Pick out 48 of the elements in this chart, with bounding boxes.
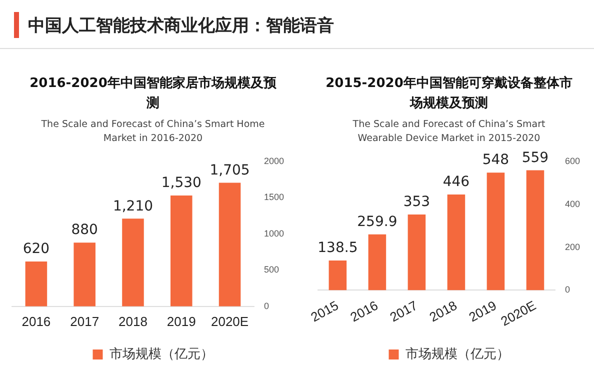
- chart-title: 2015-2020年中国智能可穿戴设备整体市场规模及预测: [324, 74, 574, 113]
- bar: [486, 172, 505, 290]
- x-tick-label: 2019: [166, 314, 196, 329]
- bar: [368, 234, 386, 290]
- x-tick-label: 2020E: [210, 314, 249, 329]
- x-tick-label: 2016: [348, 298, 380, 325]
- data-label: 1,210: [112, 198, 154, 214]
- data-label: 138.5: [318, 240, 358, 256]
- y-tick-label: 1500: [264, 192, 284, 202]
- bar: [25, 261, 48, 306]
- x-tick-label: 2019: [466, 298, 499, 325]
- y-tick-label: 0: [564, 284, 570, 295]
- y-tick-label: 600: [564, 156, 580, 166]
- bar: [328, 260, 347, 290]
- y-tick-label: 0: [264, 300, 269, 311]
- data-label: 353: [403, 194, 430, 210]
- data-label: 1,705: [210, 162, 250, 178]
- bar: [447, 194, 466, 290]
- data-label: 548: [482, 152, 510, 168]
- y-tick-label: 2000: [264, 156, 284, 166]
- bar: [408, 214, 426, 290]
- legend-label: 市场规模（亿元）: [405, 346, 510, 362]
- data-label: 880: [71, 222, 98, 238]
- chart-title: 2016-2020年中国智能家居市场规模及预测: [28, 74, 278, 113]
- bar: [74, 242, 96, 306]
- bar: [218, 182, 241, 306]
- bar: [122, 218, 144, 306]
- x-tick-label: 2017: [70, 314, 100, 329]
- chart-subtitle: The Scale and Forecast of China’s Smart Home Market in 2016-2020: [40, 118, 266, 146]
- data-label: 259.9: [357, 214, 398, 230]
- x-tick-label: 2015: [308, 298, 341, 325]
- y-tick-label: 400: [564, 198, 580, 209]
- bar: [526, 170, 544, 290]
- legend-label: 市场规模（亿元）: [109, 346, 214, 362]
- data-label: 620: [22, 241, 50, 258]
- chart-subtitle: The Scale and Forecast of China’s Smart Wearable Device Market in 2015-2020: [352, 118, 546, 146]
- text: 中国人工智能技术商业化应用：智能语音: [28, 15, 334, 37]
- y-tick-label: 200: [564, 242, 580, 252]
- y-tick-label: 500: [264, 264, 280, 275]
- bar: [170, 195, 192, 306]
- data-label: 1,530: [161, 175, 202, 192]
- x-tick-label: 2016: [22, 314, 51, 329]
- data-label: 446: [442, 174, 470, 190]
- x-tick-label: 2018: [426, 298, 460, 325]
- y-tick-label: 1000: [264, 228, 284, 238]
- x-tick-label: 2017: [387, 298, 420, 325]
- data-label: 559: [522, 150, 549, 166]
- x-tick-label: 2018: [118, 314, 148, 329]
